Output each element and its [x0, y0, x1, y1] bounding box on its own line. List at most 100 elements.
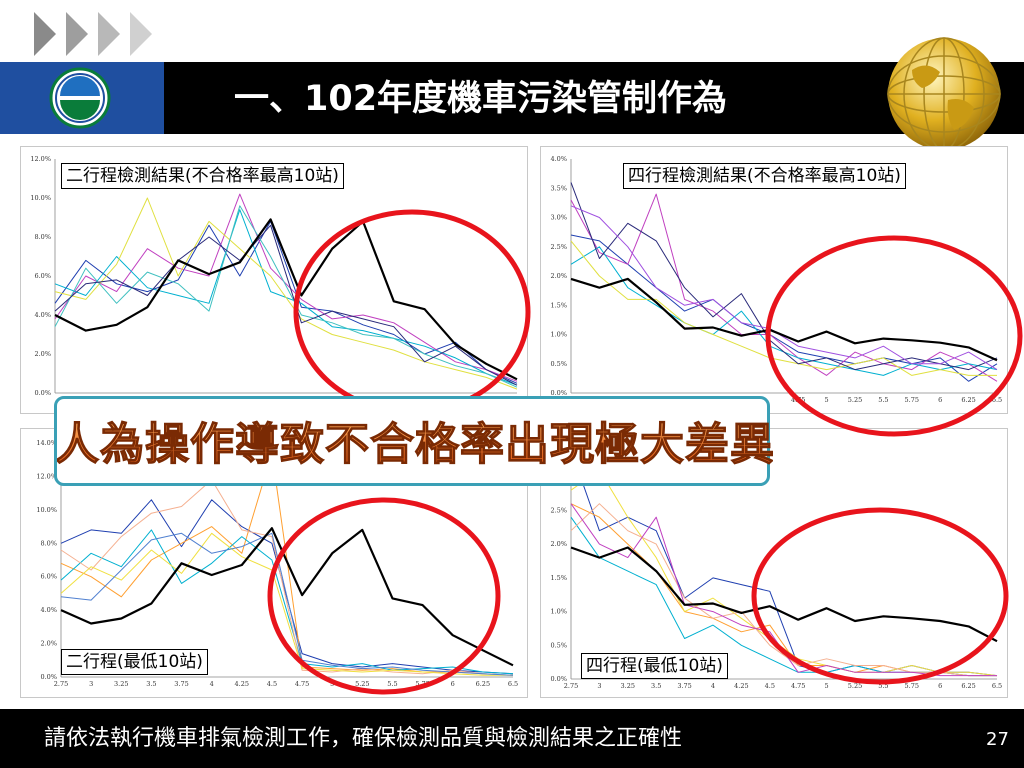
x-tick-label: 4.5: [765, 682, 775, 690]
y-tick-label: 2.0%: [40, 640, 57, 648]
y-tick-label: 1.0%: [550, 331, 567, 339]
series-line-average: [570, 277, 998, 362]
x-tick-label: 4: [210, 680, 214, 688]
y-tick-label: 0.0%: [550, 389, 567, 397]
x-tick-label: 4.75: [791, 396, 805, 404]
x-tick-label: 6.5: [992, 682, 1002, 690]
y-tick-label: 0.5%: [550, 641, 567, 649]
x-tick-label: 3.75: [677, 682, 691, 690]
y-tick-label: 0.0%: [34, 389, 51, 397]
epa-logo-icon: [49, 67, 111, 129]
chart-panel-4stroke-highest: 0.0% 0.5% 1.0% 1.5% 2.0% 2.5% 3.0% 3.5% 4.0% 4.75…: [540, 146, 1008, 414]
y-tick-label: 2.0%: [550, 272, 567, 280]
y-tick-label: 10.0%: [36, 506, 57, 514]
series-line: [60, 499, 514, 675]
callout-text: 人為操作導致不合格率出現極大差異: [57, 419, 773, 470]
series-line: [570, 503, 997, 677]
y-tick-label: 8.0%: [34, 233, 51, 241]
y-tick-label: 10.0%: [30, 194, 51, 202]
x-tick-label: 3.25: [114, 680, 128, 688]
y-tick-label: 1.0%: [550, 608, 567, 616]
series-line: [54, 197, 518, 390]
y-tick-label: 0.0%: [40, 673, 57, 681]
x-tick-label: 6.5: [992, 396, 1002, 404]
chart-label-2stroke-lowest: 二行程(最低10站): [61, 649, 208, 675]
series-line: [570, 503, 997, 677]
x-tick-label: 3.75: [174, 680, 188, 688]
y-tick-label: 12.0%: [30, 155, 51, 163]
x-tick-label: 5.25: [848, 396, 862, 404]
x-tick-label: 4.5: [267, 680, 277, 688]
page-number: 27: [986, 729, 1009, 750]
y-tick-label: 12.0%: [36, 472, 57, 480]
y-tick-label: 4.0%: [34, 311, 51, 319]
series-line: [570, 503, 997, 677]
x-tick-label: 5.5: [387, 680, 397, 688]
x-tick-label: 5: [330, 680, 334, 688]
y-tick-label: 6.0%: [34, 272, 51, 280]
chart-label-4stroke-lowest: 四行程(最低10站): [581, 653, 728, 679]
x-tick-label: 3.25: [621, 682, 635, 690]
title-bar: [0, 62, 1024, 134]
y-tick-label: 2.0%: [550, 540, 567, 548]
x-tick-label: 5.25: [848, 682, 862, 690]
x-tick-label: 5.5: [878, 682, 888, 690]
x-tick-label: 6.25: [961, 396, 975, 404]
y-tick-label: 2.0%: [34, 350, 51, 358]
chart-panel-2stroke-highest: 0.0% 2.0% 4.0% 6.0% 8.0% 10.0% 12.0% 二行程檢測結果(不…: [20, 146, 528, 414]
y-tick-label: 3.5%: [550, 184, 567, 192]
y-tick-label: 2.5%: [550, 243, 567, 251]
y-tick-label: 4.0%: [40, 606, 57, 614]
y-tick-label: 3.0%: [550, 214, 567, 222]
x-tick-label: 5: [825, 682, 829, 690]
footer-text: 請依法執行機車排氣檢測工作，確保檢測品質與檢測結果之正確性: [44, 726, 683, 751]
x-tick-label: 4: [711, 682, 715, 690]
x-tick-label: 3: [597, 682, 601, 690]
page-title: 一、102年度機車污染管制作為: [234, 79, 728, 119]
y-tick-label: 1.5%: [550, 574, 567, 582]
series-line: [54, 224, 518, 386]
x-tick-label: 5.75: [905, 396, 919, 404]
series-line: [570, 240, 997, 376]
chart-label-2stroke-highest: 二行程檢測結果(不合格率最高10站): [61, 163, 344, 189]
x-tick-label: 5.5: [878, 396, 888, 404]
series-line: [570, 205, 998, 371]
x-tick-label: 6: [451, 680, 455, 688]
x-tick-label: 6: [938, 396, 942, 404]
x-tick-label: 5.75: [415, 680, 429, 688]
y-tick-label: 14.0%: [36, 439, 57, 447]
x-tick-label: 5.75: [905, 682, 919, 690]
play-chevrons-icon: [34, 12, 152, 56]
x-tick-label: 6.5: [508, 680, 518, 688]
x-tick-label: 3.5: [146, 680, 156, 688]
series-line: [60, 479, 514, 676]
y-tick-label: 8.0%: [40, 539, 57, 547]
series-line: [54, 205, 518, 388]
x-tick-label: 2.75: [54, 680, 68, 688]
y-tick-label: 1.5%: [550, 301, 567, 309]
x-tick-label: 4.75: [791, 682, 805, 690]
x-tick-label: 3.5: [651, 682, 661, 690]
x-tick-label: 5: [825, 396, 829, 404]
y-tick-label: 0.0%: [550, 675, 567, 683]
x-tick-label: 3: [89, 680, 93, 688]
series-line: [54, 193, 518, 382]
x-tick-label: 5.25: [355, 680, 369, 688]
x-tick-label: 4.25: [734, 682, 748, 690]
y-tick-label: 2.5%: [550, 506, 567, 514]
y-tick-label: 0.5%: [550, 360, 567, 368]
x-tick-label: 4.25: [235, 680, 249, 688]
x-tick-label: 4.75: [295, 680, 309, 688]
callout-banner: 人為操作導致不合格率出現極大差異: [54, 396, 773, 486]
gold-globe-icon: [887, 37, 1001, 151]
y-tick-label: 6.0%: [40, 573, 57, 581]
x-tick-label: 6.25: [961, 682, 975, 690]
x-tick-label: 6: [938, 682, 942, 690]
footer-bar: [0, 709, 1024, 768]
y-tick-label: 4.0%: [550, 155, 567, 163]
x-tick-label: 2.75: [564, 682, 578, 690]
chart-label-4stroke-highest: 四行程檢測結果(不合格率最高10站): [623, 163, 906, 189]
series-line: [570, 193, 998, 382]
series-line: [54, 220, 518, 384]
x-tick-label: 6.25: [476, 680, 490, 688]
